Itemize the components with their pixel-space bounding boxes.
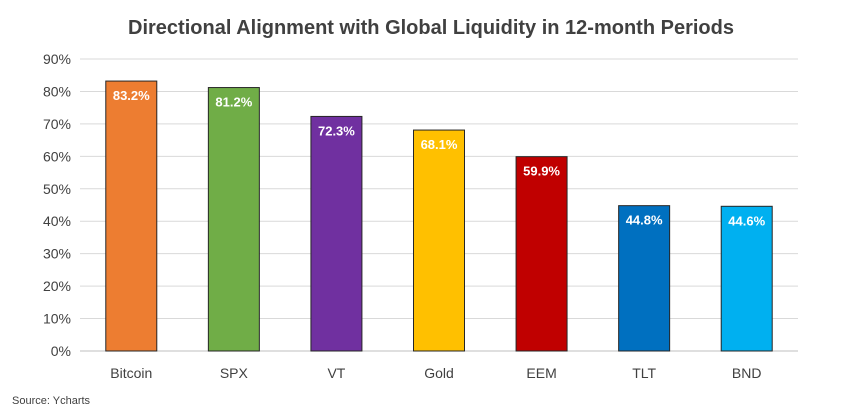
x-tick-label: BND [732, 365, 762, 381]
y-tick-label: 90% [43, 51, 71, 67]
bar-tlt [618, 205, 671, 352]
y-tick-label: 10% [43, 311, 71, 327]
data-label: 44.6% [728, 213, 765, 228]
x-axis-ticks: Bitcoin SPX VT Gold EEM TLT BND [110, 365, 761, 381]
y-axis-ticks: 0% 10% 20% 30% 40% 50% 60% 70% 80% 90% [43, 51, 71, 359]
bar-gold [413, 129, 465, 352]
data-label: 59.9% [523, 164, 560, 179]
y-tick-label: 0% [51, 343, 71, 359]
bar-spx [207, 87, 260, 352]
data-label: 68.1% [421, 137, 458, 152]
y-tick-label: 80% [43, 83, 71, 99]
x-tick-label: VT [327, 365, 345, 381]
bar-bnd [720, 205, 773, 352]
y-tick-label: 20% [43, 278, 71, 294]
y-tick-label: 40% [43, 213, 71, 229]
x-tick-label: Bitcoin [110, 365, 152, 381]
bar-eem [515, 156, 568, 352]
x-tick-label: TLT [632, 365, 656, 381]
bar-bitcoin [105, 80, 158, 352]
y-tick-label: 70% [43, 116, 71, 132]
data-label: 44.8% [626, 213, 663, 228]
chart-title: Directional Alignment with Global Liquid… [128, 17, 734, 39]
x-tick-label: Gold [424, 365, 454, 381]
x-tick-label: SPX [220, 365, 249, 381]
data-label: 81.2% [215, 95, 252, 110]
y-tick-label: 50% [43, 181, 71, 197]
source-note: Source: Ycharts [12, 395, 91, 407]
bars [105, 80, 773, 352]
data-label: 83.2% [113, 88, 150, 103]
x-tick-label: EEM [526, 365, 556, 381]
bar-vt [310, 115, 363, 352]
data-label: 72.3% [318, 123, 355, 138]
y-tick-label: 60% [43, 148, 71, 164]
data-labels: 83.2% 81.2% 72.3% 68.1% 59.9% 44.8% 44.6% [113, 88, 766, 228]
y-tick-label: 30% [43, 246, 71, 262]
